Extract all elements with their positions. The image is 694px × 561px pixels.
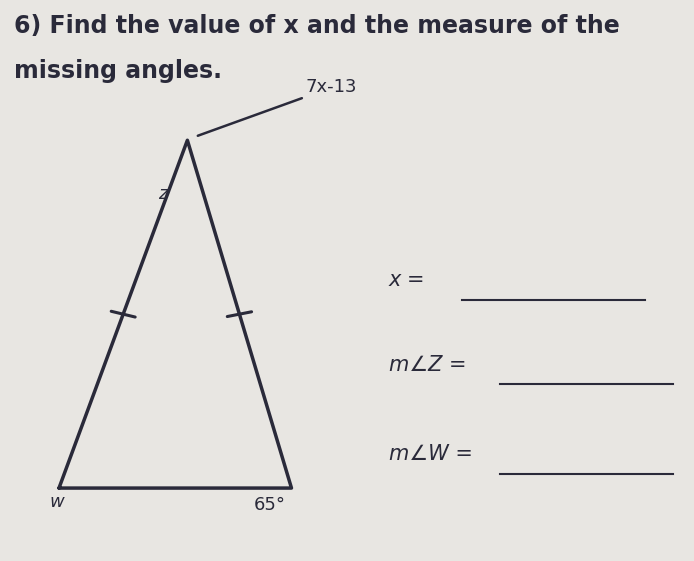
- Text: missing angles.: missing angles.: [14, 59, 222, 83]
- Text: w: w: [50, 493, 65, 511]
- Text: m∠Z =: m∠Z =: [389, 355, 466, 375]
- Text: 7x-13: 7x-13: [305, 78, 357, 96]
- Text: z: z: [158, 185, 168, 203]
- Text: x =: x =: [389, 270, 425, 291]
- Text: 65°: 65°: [253, 496, 285, 514]
- Text: 6) Find the value of x and the measure of the: 6) Find the value of x and the measure o…: [14, 14, 620, 38]
- Text: m∠W =: m∠W =: [389, 444, 473, 465]
